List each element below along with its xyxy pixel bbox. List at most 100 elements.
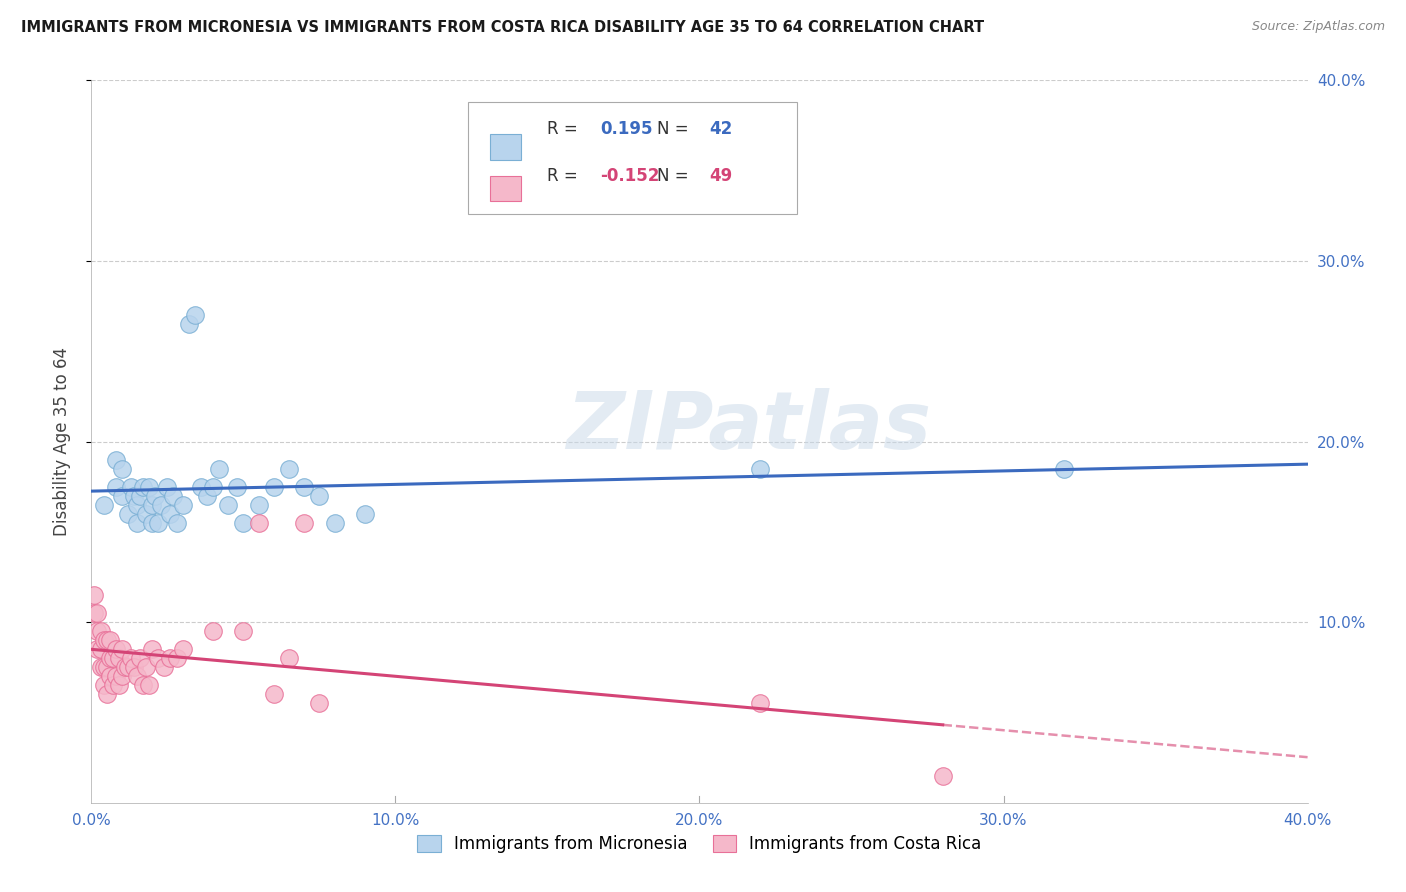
Point [190,480,212,494]
Point [93,660,115,674]
Point [114,660,136,674]
Point [184,308,207,322]
Point [1053,461,1076,475]
Text: R =: R = [547,168,583,186]
Point [135,507,157,521]
Point [129,651,152,665]
Point [89,660,111,674]
Point [202,624,225,639]
Point [162,489,184,503]
Point [166,516,188,530]
Point [232,516,254,530]
Point [247,516,270,530]
Point [308,697,330,711]
Point [122,489,145,503]
Point [107,651,129,665]
Point [135,660,157,674]
Point [93,633,115,648]
Point [172,642,194,657]
Point [89,624,111,639]
Text: -0.152: -0.152 [600,168,659,186]
Point [101,651,124,665]
Point [104,669,127,683]
FancyBboxPatch shape [491,135,520,160]
Point [749,697,772,711]
Y-axis label: Disability Age 35 to 64: Disability Age 35 to 64 [52,347,70,536]
Point [83,588,105,602]
Point [232,624,254,639]
Point [292,480,315,494]
Point [98,651,121,665]
Point [86,642,108,657]
Point [148,651,170,665]
Point [132,678,155,692]
Point [83,606,105,620]
Point [153,660,176,674]
Point [96,633,118,648]
Point [96,687,118,701]
Point [354,507,377,521]
Point [98,669,121,683]
Point [159,507,181,521]
Point [150,498,173,512]
Point [93,678,115,692]
Point [122,660,145,674]
Point [247,498,270,512]
Point [104,642,127,657]
Point [120,480,142,494]
Point [111,461,134,475]
Point [132,480,155,494]
Point [138,678,160,692]
Point [141,498,163,512]
Point [125,516,148,530]
Point [278,651,301,665]
Point [96,660,118,674]
Point [129,489,152,503]
Point [89,642,111,657]
Point [86,606,108,620]
Point [148,516,170,530]
Point [141,516,163,530]
Point [208,461,231,475]
Point [931,769,953,783]
Point [117,507,139,521]
FancyBboxPatch shape [491,176,520,201]
Point [111,642,134,657]
Text: R =: R = [547,120,583,137]
Text: 42: 42 [709,120,733,137]
Point [202,480,225,494]
Point [292,516,315,530]
Point [156,480,179,494]
Point [308,489,330,503]
Point [143,489,166,503]
Point [107,678,129,692]
Point [111,669,134,683]
Text: IMMIGRANTS FROM MICRONESIA VS IMMIGRANTS FROM COSTA RICA DISABILITY AGE 35 TO 64: IMMIGRANTS FROM MICRONESIA VS IMMIGRANTS… [21,20,984,35]
Point [101,678,124,692]
Point [172,498,194,512]
Point [226,480,249,494]
Point [323,516,346,530]
Text: ZIPatlas: ZIPatlas [565,388,931,467]
Legend: Immigrants from Micronesia, Immigrants from Costa Rica: Immigrants from Micronesia, Immigrants f… [411,828,988,860]
Point [141,642,163,657]
Point [138,480,160,494]
FancyBboxPatch shape [468,102,797,214]
Point [125,498,148,512]
Point [125,669,148,683]
Point [177,317,200,331]
Text: Source: ZipAtlas.com: Source: ZipAtlas.com [1251,20,1385,33]
Point [104,480,127,494]
Point [117,660,139,674]
Point [159,651,181,665]
Point [749,461,772,475]
Point [86,624,108,639]
Point [217,498,239,512]
Text: N =: N = [657,168,693,186]
Point [98,633,121,648]
Point [166,651,188,665]
Point [263,480,285,494]
Point [263,687,285,701]
Text: 0.195: 0.195 [600,120,652,137]
Point [278,461,301,475]
